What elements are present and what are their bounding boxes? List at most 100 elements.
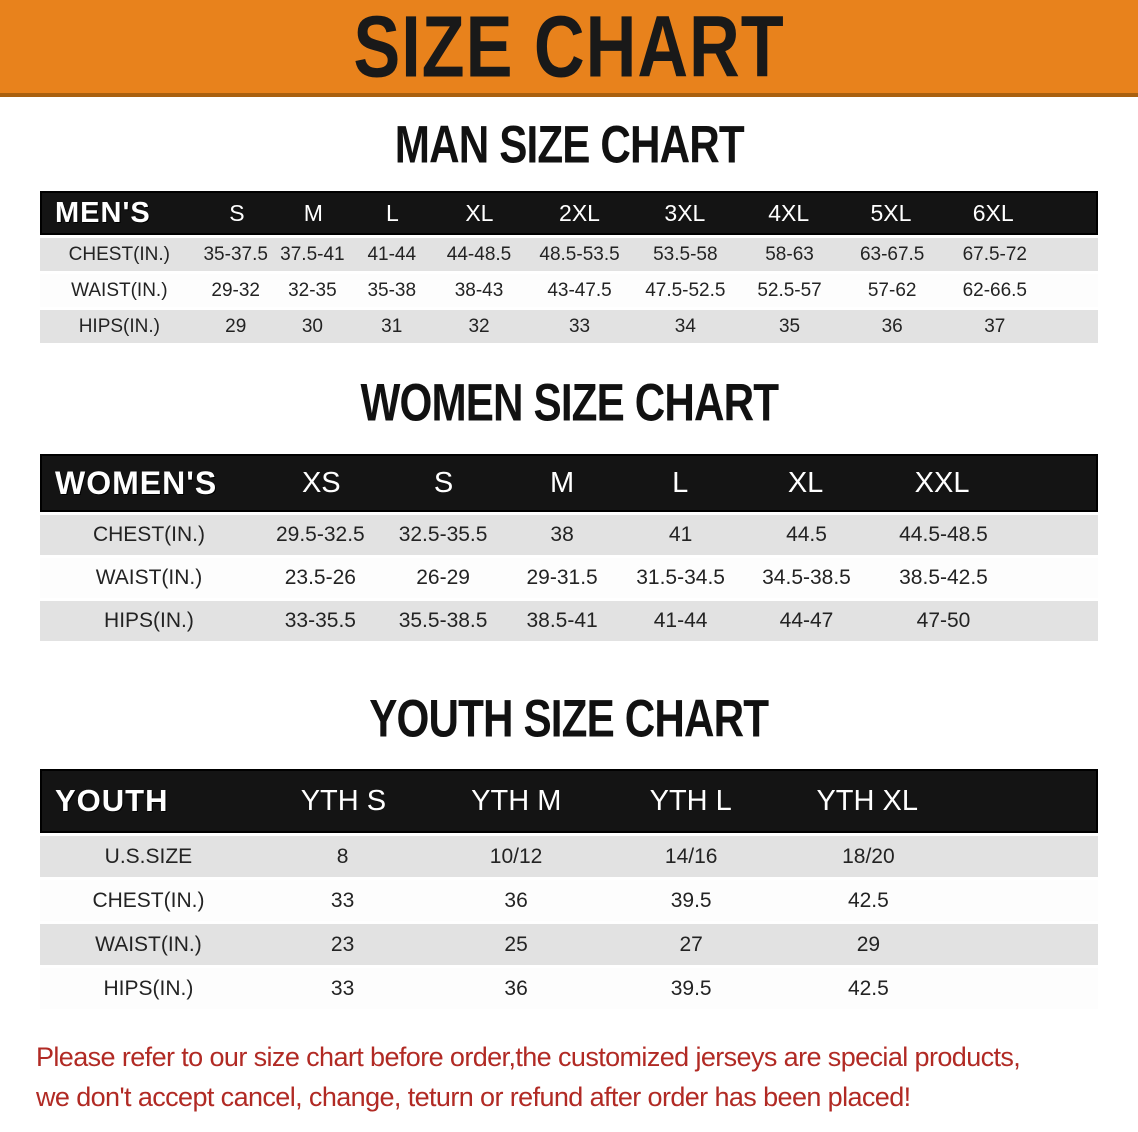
column-header: XXL xyxy=(914,466,970,499)
table-row: CHEST(IN.) 35-37.5 37.5-41 41-44 44-48.5 48.5… xyxy=(40,238,1098,271)
table-row: U.S.SIZE 8 10/12 14/16 18/20 xyxy=(40,836,1098,877)
table-cell: 63-67.5 xyxy=(859,243,925,265)
table-row: HIPS(IN.) 29 30 31 32 33 34 35 36 37 xyxy=(40,310,1098,343)
column-header: 3XL xyxy=(664,199,706,226)
table-cell: 36 xyxy=(504,976,528,1000)
row-label: HIPS(IN.) xyxy=(103,976,194,1000)
table-cell: 57-62 xyxy=(867,279,917,301)
table-cell: 34 xyxy=(674,315,696,337)
table-cell: 33 xyxy=(568,315,591,337)
youth-section-heading: YOUTH SIZE CHART xyxy=(0,690,1138,749)
table-row: CHEST(IN.) 33 36 39.5 42.5 xyxy=(40,880,1098,921)
table-cell: 43-47.5 xyxy=(547,279,612,301)
table-cell: 39.5 xyxy=(670,976,712,1000)
table-cell: 41 xyxy=(668,523,693,546)
men-section-heading: MAN SIZE CHART xyxy=(0,116,1138,175)
table-cell: 47-50 xyxy=(916,609,971,632)
table-cell: 35-38 xyxy=(367,279,417,301)
row-label: WAIST(IN.) xyxy=(95,566,203,589)
table-title-cell: WOMEN'S xyxy=(55,464,218,501)
row-label: CHEST(IN.) xyxy=(68,243,170,265)
table-cell: 31 xyxy=(381,315,403,337)
table-cell: 29-32 xyxy=(211,279,261,301)
section-youth: YOUTH SIZE CHART YOUTH YTH S YTH M YTH L YTH… xyxy=(0,690,1138,1009)
table-cell: 36 xyxy=(504,888,528,912)
table-cell: 29 xyxy=(225,315,247,337)
table-cell: 33-35.5 xyxy=(284,609,356,632)
table-cell: 48.5-53.5 xyxy=(539,243,620,265)
table-cell: 33 xyxy=(330,888,355,912)
table-cell: 30 xyxy=(301,315,323,337)
row-label: HIPS(IN.) xyxy=(104,609,194,632)
column-header: XS xyxy=(301,466,341,499)
table-row: WAIST(IN.) 23 25 27 29 xyxy=(40,924,1098,965)
banner: SIZE CHART xyxy=(0,0,1138,97)
table-cell: 32-35 xyxy=(288,279,337,301)
column-header: 6XL xyxy=(972,199,1014,226)
table-cell: 38 xyxy=(550,523,574,546)
column-header: 5XL xyxy=(870,199,912,226)
table-cell: 32.5-35.5 xyxy=(398,523,488,546)
table-cell: 62-66.5 xyxy=(962,279,1028,301)
column-header: YTH L xyxy=(649,784,732,817)
table-cell: 32 xyxy=(468,315,490,337)
women-size-table: WOMEN'S XS S M L XL XXL CHEST(IN.) 29.5-32.5 32.5… xyxy=(40,454,1098,641)
women-section-heading-text: WOMEN SIZE CHART xyxy=(360,374,779,433)
row-label: HIPS(IN.) xyxy=(78,315,160,337)
table-cell: 39.5 xyxy=(670,888,712,912)
row-label: WAIST(IN.) xyxy=(95,932,202,956)
row-label: CHEST(IN.) xyxy=(92,523,205,546)
column-header: 4XL xyxy=(768,199,810,226)
table-row: CHEST(IN.) 29.5-32.5 32.5-35.5 38 41 44.5 44.5… xyxy=(40,515,1098,555)
table-cell: 18/20 xyxy=(842,844,895,868)
table-cell: 27 xyxy=(679,932,703,956)
table-cell: 23 xyxy=(330,932,355,956)
table-cell: 67.5-72 xyxy=(962,243,1028,265)
table-cell: 52.5-57 xyxy=(757,279,822,301)
column-header: YTH S xyxy=(300,784,387,817)
column-header: YTH XL xyxy=(816,784,918,817)
table-cell: 29.5-32.5 xyxy=(275,523,365,546)
table-cell: 44.5-48.5 xyxy=(899,523,988,546)
table-cell: 23.5-26 xyxy=(284,566,356,589)
column-header: M xyxy=(303,199,323,226)
disclaimer: Please refer to our size chart before or… xyxy=(0,1037,1138,1117)
men-size-table: MEN'S S M L XL 2XL 3XL 4XL 5XL 6XL CHEST(IN.) 35-37… xyxy=(40,191,1098,343)
table-cell: 14/16 xyxy=(664,844,718,868)
table-cell: 33 xyxy=(330,976,355,1000)
table-cell: 29 xyxy=(856,932,881,956)
table-cell: 34.5-38.5 xyxy=(762,566,851,589)
table-cell: 47.5-52.5 xyxy=(645,279,726,301)
table-cell: 36 xyxy=(881,315,903,337)
column-header: YTH M xyxy=(471,784,562,817)
table-cell: 38.5-41 xyxy=(526,609,598,632)
row-label: CHEST(IN.) xyxy=(92,888,205,912)
section-men: MAN SIZE CHART MEN'S S M L XL 2XL 3XL 4XL 5XL 6XL… xyxy=(0,116,1138,343)
youth-section-heading-text: YOUTH SIZE CHART xyxy=(369,690,770,749)
table-cell: 35 xyxy=(778,315,801,337)
table-row: HIPS(IN.) 33 36 39.5 42.5 xyxy=(40,968,1098,1009)
table-cell: 53.5-58 xyxy=(653,243,718,265)
table-row: WAIST(IN.) 29-32 32-35 35-38 38-43 43-47.5 47.… xyxy=(40,274,1098,307)
table-cell: 41-44 xyxy=(653,609,708,632)
table-header-row: WOMEN'S XS S M L XL XXL xyxy=(40,454,1098,512)
table-cell: 10/12 xyxy=(489,844,543,868)
column-header: S xyxy=(433,466,454,499)
table-cell: 29-31.5 xyxy=(526,566,598,589)
table-cell: 38-43 xyxy=(454,279,504,301)
column-header: 2XL xyxy=(559,199,600,226)
table-cell: 44-47 xyxy=(779,609,834,632)
table-cell: 31.5-34.5 xyxy=(636,566,725,589)
men-section-heading-text: MAN SIZE CHART xyxy=(394,116,744,175)
column-header: XL xyxy=(465,199,494,226)
table-cell: 58-63 xyxy=(765,243,814,265)
women-section-heading: WOMEN SIZE CHART xyxy=(0,374,1138,433)
table-cell: 41-44 xyxy=(367,243,417,265)
section-women: WOMEN SIZE CHART WOMEN'S XS S M L XL XXL CHEST(… xyxy=(0,374,1138,641)
row-label: WAIST(IN.) xyxy=(71,279,168,301)
table-cell: 42.5 xyxy=(847,888,889,912)
table-cell: 8 xyxy=(336,844,349,868)
table-cell: 42.5 xyxy=(847,976,889,1000)
column-header: M xyxy=(550,466,575,499)
